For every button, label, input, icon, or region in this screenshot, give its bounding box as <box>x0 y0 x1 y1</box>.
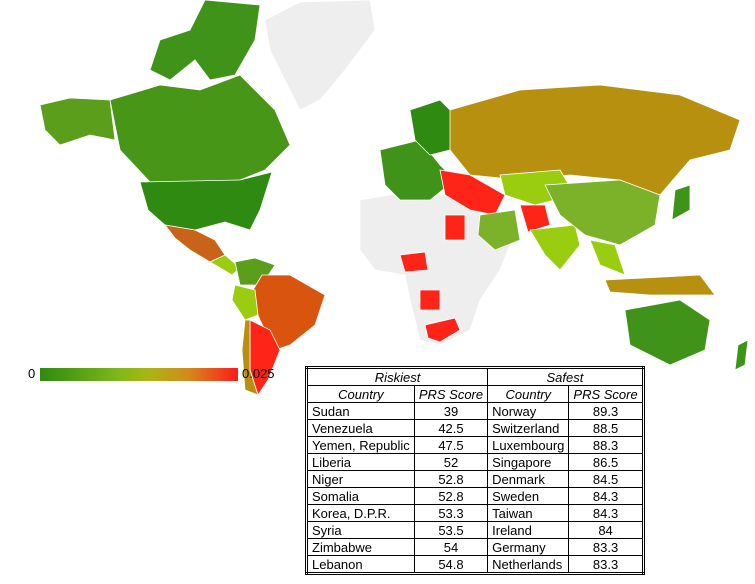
table-row: Yemen, Republic 47.5 Luxembourg 88.3 <box>306 436 644 454</box>
chile <box>241 319 259 396</box>
score-cell: 53.5 <box>413 521 489 539</box>
pakistan <box>519 204 551 233</box>
score-cell: 83.3 <box>568 555 644 574</box>
group-row: Riskiest Safest <box>305 367 644 386</box>
score-cell: 54 <box>413 538 489 556</box>
color-scale <box>40 368 238 381</box>
alaska <box>39 97 116 146</box>
usa <box>139 171 273 231</box>
legend-min: 0 <box>28 366 36 381</box>
table-row: Liberia 52 Singapore 86.5 <box>306 453 644 471</box>
country-cell: Taiwan <box>487 504 570 522</box>
country-cell: Sudan <box>306 402 415 420</box>
country-cell: Venezuela <box>306 419 415 437</box>
table-row: Sudan 39 Norway 89.3 <box>306 402 644 420</box>
country-cell: Lebanon <box>306 555 415 574</box>
canada <box>109 74 291 183</box>
africa-red-2 <box>444 214 466 241</box>
indonesia <box>604 274 716 296</box>
arctic-islands <box>149 0 261 81</box>
score-cell: 84.3 <box>568 487 644 505</box>
score-cell: 53.3 <box>413 504 489 522</box>
country-cell: Ireland <box>487 521 570 539</box>
new-zealand <box>734 339 749 371</box>
peru <box>231 284 259 321</box>
group-header: Riskiest <box>305 367 489 386</box>
table-row: Venezuela 42.5 Switzerland 88.5 <box>306 419 644 437</box>
score-cell: 84.5 <box>568 470 644 488</box>
score-cell: 84 <box>568 521 644 539</box>
column-header: Country <box>487 385 570 403</box>
china <box>544 179 661 246</box>
score-cell: 89.3 <box>568 402 644 420</box>
table-row: Korea, D.P.R. 53.3 Taiwan 84.3 <box>306 504 644 522</box>
japan <box>671 184 691 221</box>
score-cell: 52.8 <box>413 470 489 488</box>
country-cell: Sweden <box>487 487 570 505</box>
score-cell: 52 <box>413 453 489 471</box>
country-cell: Somalia <box>306 487 415 505</box>
score-cell: 86.5 <box>568 453 644 471</box>
table-row: Zimbabwe 54 Germany 83.3 <box>306 538 644 556</box>
column-header: PRS Score <box>413 385 489 403</box>
southeast-asia <box>589 239 626 276</box>
greenland <box>264 0 376 111</box>
country-cell: Luxembourg <box>487 436 570 454</box>
country-cell: Yemen, Republic <box>306 436 415 454</box>
score-cell: 88.5 <box>568 419 644 437</box>
score-cell: 52.8 <box>413 487 489 505</box>
table-row: Lebanon 54.8 Netherlands 83.3 <box>306 555 644 574</box>
country-cell: Germany <box>487 538 570 556</box>
column-header: Country <box>306 385 415 403</box>
country-cell: Switzerland <box>487 419 570 437</box>
south-africa <box>424 317 461 343</box>
table-row: Niger 52.8 Denmark 84.5 <box>306 470 644 488</box>
country-cell: Zimbabwe <box>306 538 415 556</box>
score-cell: 47.5 <box>413 436 489 454</box>
africa-red-3 <box>419 289 441 311</box>
score-cell: 84.3 <box>568 504 644 522</box>
country-cell: Singapore <box>487 453 570 471</box>
header-row: Country PRS Score Country PRS Score <box>306 385 644 403</box>
india <box>529 224 581 271</box>
column-header: PRS Score <box>568 385 644 403</box>
iran-region <box>477 209 521 251</box>
score-cell: 54.8 <box>413 555 489 574</box>
country-cell: Liberia <box>306 453 415 471</box>
score-cell: 42.5 <box>413 419 489 437</box>
country-cell: Syria <box>306 521 415 539</box>
score-cell: 83.3 <box>568 538 644 556</box>
score-cell: 39 <box>413 402 489 420</box>
table-row: Somalia 52.8 Sweden 84.3 <box>306 487 644 505</box>
prs-table: Riskiest Safest Country PRS Score Country PRS… <box>305 366 645 575</box>
africa-red-1 <box>399 251 429 273</box>
country-cell: Denmark <box>487 470 570 488</box>
country-cell: Netherlands <box>487 555 570 574</box>
group-header: Safest <box>487 367 644 386</box>
table-row: Syria 53.5 Ireland 84 <box>306 521 644 539</box>
world-map <box>39 0 749 396</box>
legend-max: 0.025 <box>242 366 275 381</box>
country-cell: Korea, D.P.R. <box>306 504 415 522</box>
country-cell: Niger <box>306 470 415 488</box>
australia <box>624 299 711 366</box>
score-cell: 88.3 <box>568 436 644 454</box>
russia <box>449 84 741 196</box>
mexico <box>164 224 226 263</box>
country-cell: Norway <box>487 402 570 420</box>
